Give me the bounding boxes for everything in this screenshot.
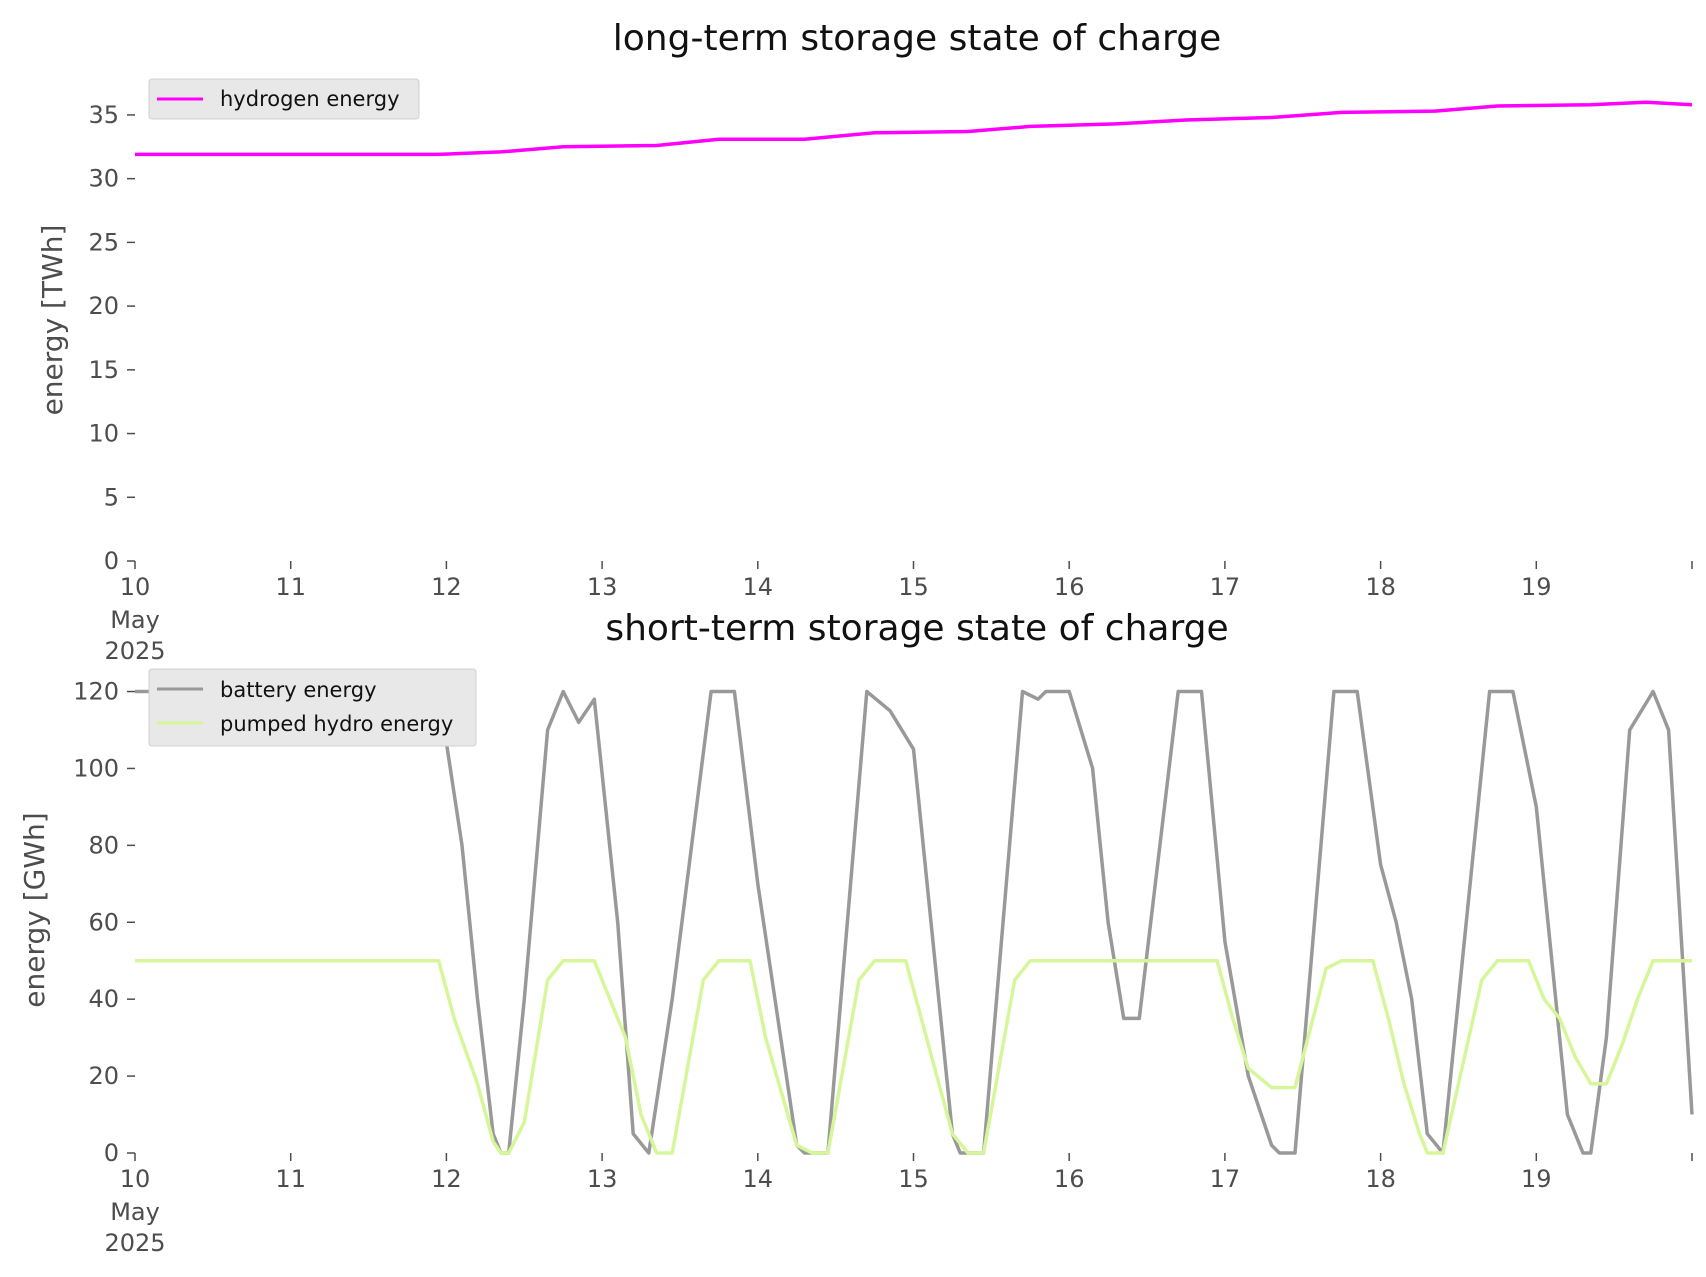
x-tick-label: 10 (120, 573, 151, 601)
y-tick-label: 100 (73, 754, 119, 782)
x-axis-ticks: 10 11 12 13 14 15 16 17 18 19 May 2025 (104, 561, 1693, 665)
series-line-hydrogen-energy (135, 100, 1693, 157)
legend-box (148, 668, 477, 747)
y-tick-label: 60 (88, 908, 119, 936)
y-tick-label: 10 (88, 420, 119, 448)
short-term-chart: short-term storage state of charge energ… (18, 608, 1694, 1257)
x-tick-sublabel: 2025 (104, 637, 165, 665)
x-tick-label: 14 (743, 1165, 774, 1193)
legend-label-hydrogen: hydrogen energy (220, 87, 400, 111)
series-lines (135, 100, 1693, 157)
series-line-battery-energy (135, 689, 1694, 1155)
x-tick-label: 19 (1521, 1165, 1552, 1193)
x-tick-sublabel: 2025 (104, 1229, 165, 1257)
x-tick-label: 14 (743, 573, 774, 601)
y-axis-ticks: 0 20 40 60 80 100 120 (73, 678, 135, 1167)
y-tick-label: 15 (88, 356, 119, 384)
x-tick-label: 11 (275, 1165, 306, 1193)
legend-label-pumped-hydro: pumped hydro energy (220, 712, 453, 736)
x-axis-ticks: 10 11 12 13 14 15 16 17 18 19 May 2025 (104, 1153, 1693, 1257)
x-tick-label: 16 (1054, 573, 1085, 601)
y-tick-label: 0 (104, 547, 119, 575)
x-tick-label: 18 (1365, 1165, 1396, 1193)
x-tick-label: 19 (1521, 573, 1552, 601)
long-term-chart: long-term storage state of charge energy… (36, 18, 1693, 665)
y-axis-label: energy [TWh] (36, 225, 69, 416)
x-tick-label: 12 (431, 573, 462, 601)
y-tick-label: 40 (88, 985, 119, 1013)
y-axis-ticks: 0 5 10 15 20 25 30 35 (88, 101, 135, 575)
y-tick-label: 80 (88, 831, 119, 859)
chart-title: long-term storage state of charge (613, 18, 1221, 59)
y-tick-label: 20 (88, 292, 119, 320)
y-tick-label: 0 (104, 1139, 119, 1167)
x-tick-label: 12 (431, 1165, 462, 1193)
x-tick-sublabel: May (110, 606, 160, 634)
x-tick-label: 13 (587, 573, 618, 601)
y-tick-label: 5 (104, 483, 119, 511)
x-tick-label: 10 (120, 1165, 151, 1193)
series-line-pumped-hydro-energy (135, 958, 1692, 1155)
y-tick-label: 35 (88, 101, 119, 129)
legend: hydrogen energy (148, 78, 420, 120)
x-tick-label: 18 (1365, 573, 1396, 601)
y-tick-label: 120 (73, 678, 119, 706)
x-tick-label: 16 (1054, 1165, 1085, 1193)
y-tick-label: 30 (88, 165, 119, 193)
x-tick-label: 17 (1210, 1165, 1241, 1193)
x-tick-label: 13 (587, 1165, 618, 1193)
x-tick-label: 17 (1210, 573, 1241, 601)
x-tick-sublabel: May (110, 1198, 160, 1226)
x-tick-label: 15 (898, 573, 929, 601)
legend: battery energy pumped hydro energy (148, 668, 477, 747)
legend-label-battery: battery energy (220, 678, 377, 702)
x-tick-label: 15 (898, 1165, 929, 1193)
chart-title: short-term storage state of charge (605, 608, 1228, 649)
y-tick-label: 25 (88, 228, 119, 256)
y-axis-label: energy [GWh] (18, 812, 51, 1007)
x-tick-label: 11 (275, 573, 306, 601)
y-tick-label: 20 (88, 1062, 119, 1090)
series-lines (135, 689, 1694, 1155)
legend-box (148, 78, 420, 120)
